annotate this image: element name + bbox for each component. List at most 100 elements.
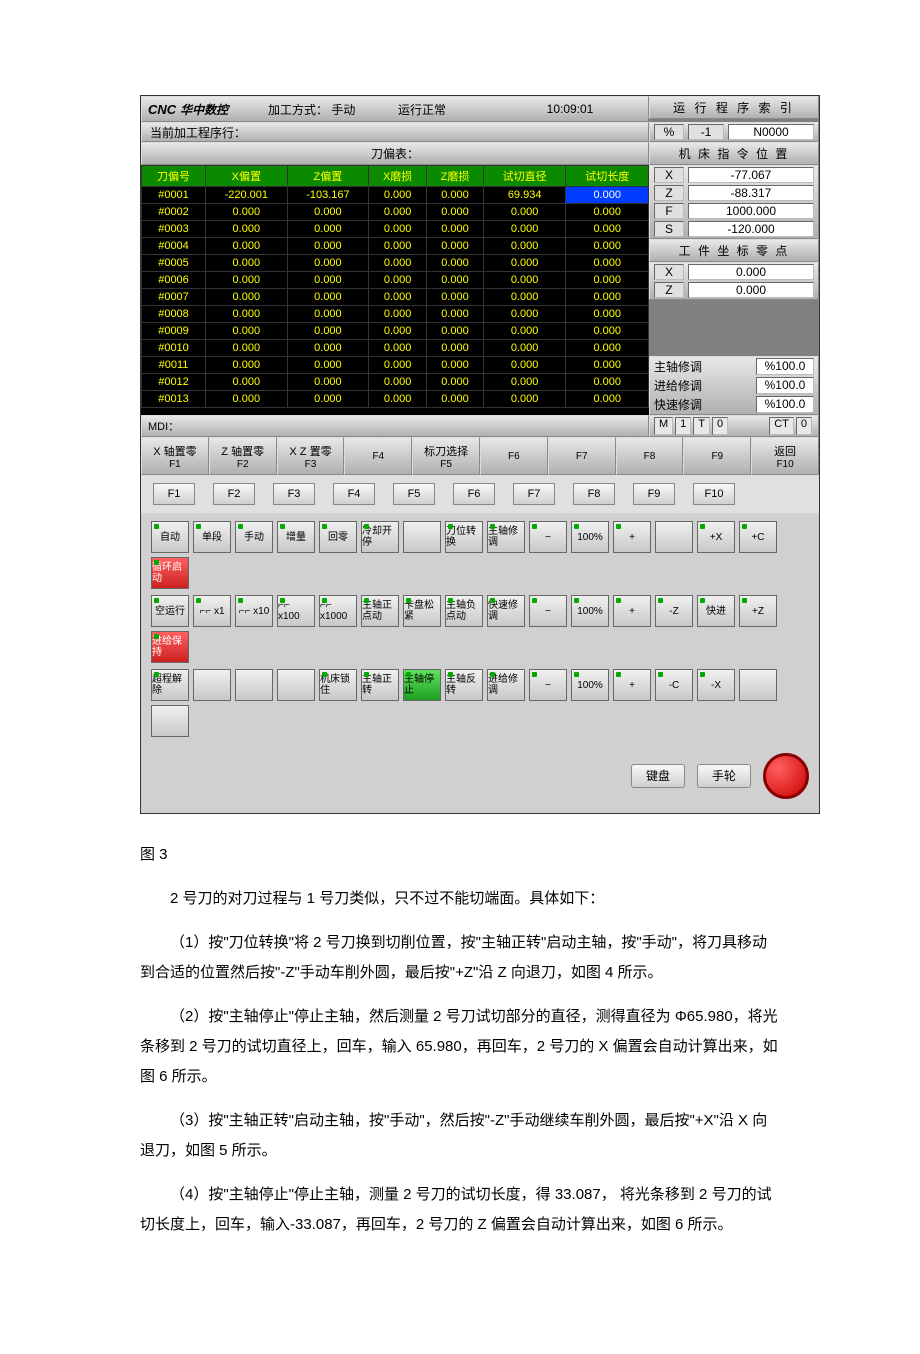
hard-fkey-F8[interactable]: F8: [573, 483, 615, 505]
panel-button[interactable]: 超程解除: [151, 669, 189, 701]
table-cell[interactable]: 0.000: [483, 272, 566, 289]
panel-button[interactable]: +: [613, 669, 651, 701]
handwheel-button[interactable]: 手轮: [697, 764, 751, 788]
table-cell[interactable]: 0.000: [287, 289, 369, 306]
table-cell[interactable]: 0.000: [483, 289, 566, 306]
table-cell[interactable]: 0.000: [287, 255, 369, 272]
table-cell[interactable]: 0.000: [427, 204, 484, 221]
panel-button[interactable]: 主轴正转: [361, 669, 399, 701]
table-cell[interactable]: 0.000: [369, 323, 427, 340]
panel-button[interactable]: ⌐⌐ x1: [193, 595, 231, 627]
panel-button[interactable]: [655, 521, 693, 553]
panel-button[interactable]: 空运行: [151, 595, 189, 627]
panel-button[interactable]: 刀位转换: [445, 521, 483, 553]
table-cell[interactable]: 0.000: [566, 357, 649, 374]
table-row[interactable]: #00050.0000.0000.0000.0000.0000.000: [142, 255, 649, 272]
hard-fkey-F7[interactable]: F7: [513, 483, 555, 505]
table-cell[interactable]: 0.000: [483, 238, 566, 255]
table-cell[interactable]: 0.000: [206, 323, 288, 340]
softkey-F7[interactable]: F7: [548, 437, 616, 475]
table-cell[interactable]: 0.000: [483, 306, 566, 323]
table-cell[interactable]: 0.000: [566, 289, 649, 306]
table-row[interactable]: #00110.0000.0000.0000.0000.0000.000: [142, 357, 649, 374]
estop-button[interactable]: [763, 753, 809, 799]
panel-button[interactable]: 冷却开停: [361, 521, 399, 553]
panel-button[interactable]: 快进: [697, 595, 735, 627]
softkey-F10[interactable]: 返回F10: [751, 437, 819, 475]
softkey-F6[interactable]: F6: [480, 437, 548, 475]
table-cell[interactable]: 0.000: [206, 357, 288, 374]
table-row[interactable]: #00030.0000.0000.0000.0000.0000.000: [142, 221, 649, 238]
table-cell[interactable]: 0.000: [287, 391, 369, 408]
table-cell[interactable]: #0013: [142, 391, 206, 408]
table-cell[interactable]: 0.000: [566, 255, 649, 272]
table-cell[interactable]: 0.000: [369, 340, 427, 357]
table-cell[interactable]: 0.000: [287, 374, 369, 391]
panel-button[interactable]: -C: [655, 669, 693, 701]
panel-button[interactable]: 主轴正点动: [361, 595, 399, 627]
table-cell[interactable]: 0.000: [369, 357, 427, 374]
panel-button[interactable]: 机床锁住: [319, 669, 357, 701]
table-cell[interactable]: 0.000: [287, 272, 369, 289]
softkey-F9[interactable]: F9: [683, 437, 751, 475]
panel-button[interactable]: 自动: [151, 521, 189, 553]
hard-fkey-F5[interactable]: F5: [393, 483, 435, 505]
panel-button[interactable]: +Z: [739, 595, 777, 627]
table-cell[interactable]: 0.000: [287, 306, 369, 323]
table-cell[interactable]: 0.000: [427, 374, 484, 391]
table-cell[interactable]: 0.000: [287, 340, 369, 357]
keyboard-button[interactable]: 键盘: [631, 764, 685, 788]
table-cell[interactable]: 0.000: [483, 255, 566, 272]
panel-button[interactable]: 主轴停止: [403, 669, 441, 701]
table-cell[interactable]: 0.000: [566, 204, 649, 221]
table-cell[interactable]: 0.000: [369, 187, 427, 204]
table-cell[interactable]: #0007: [142, 289, 206, 306]
table-cell[interactable]: 0.000: [369, 306, 427, 323]
panel-button[interactable]: 主轴反转: [445, 669, 483, 701]
hard-fkey-F3[interactable]: F3: [273, 483, 315, 505]
panel-button[interactable]: ⌐⌐ x10: [235, 595, 273, 627]
panel-button[interactable]: 主轴负点动: [445, 595, 483, 627]
table-cell[interactable]: -220.001: [206, 187, 288, 204]
panel-button[interactable]: −: [529, 521, 567, 553]
table-cell[interactable]: 0.000: [287, 323, 369, 340]
table-cell[interactable]: 0.000: [427, 187, 484, 204]
table-row[interactable]: #00040.0000.0000.0000.0000.0000.000: [142, 238, 649, 255]
table-cell[interactable]: 0.000: [206, 255, 288, 272]
panel-button[interactable]: 100%: [571, 669, 609, 701]
panel-button[interactable]: 卡盘松紧: [403, 595, 441, 627]
table-cell[interactable]: 0.000: [369, 238, 427, 255]
table-cell[interactable]: 0.000: [287, 221, 369, 238]
table-cell[interactable]: 0.000: [483, 357, 566, 374]
panel-button[interactable]: [235, 669, 273, 701]
panel-button[interactable]: 100%: [571, 595, 609, 627]
table-cell[interactable]: 0.000: [206, 238, 288, 255]
table-cell[interactable]: #0010: [142, 340, 206, 357]
panel-button[interactable]: 100%: [571, 521, 609, 553]
table-row[interactable]: #00120.0000.0000.0000.0000.0000.000: [142, 374, 649, 391]
table-row[interactable]: #00090.0000.0000.0000.0000.0000.000: [142, 323, 649, 340]
table-cell[interactable]: 0.000: [483, 221, 566, 238]
table-cell[interactable]: 0.000: [483, 374, 566, 391]
table-cell[interactable]: 0.000: [369, 391, 427, 408]
table-cell[interactable]: 0.000: [566, 187, 649, 204]
table-cell[interactable]: #0011: [142, 357, 206, 374]
hard-fkey-F2[interactable]: F2: [213, 483, 255, 505]
panel-button[interactable]: -X: [697, 669, 735, 701]
table-cell[interactable]: 0.000: [287, 357, 369, 374]
panel-button[interactable]: 主轴修调: [487, 521, 525, 553]
table-row[interactable]: #00080.0000.0000.0000.0000.0000.000: [142, 306, 649, 323]
panel-button[interactable]: −: [529, 669, 567, 701]
table-cell[interactable]: 0.000: [287, 204, 369, 221]
table-cell[interactable]: 0.000: [369, 204, 427, 221]
hard-fkey-F9[interactable]: F9: [633, 483, 675, 505]
table-cell[interactable]: 0.000: [427, 391, 484, 408]
table-cell[interactable]: 0.000: [566, 238, 649, 255]
table-cell[interactable]: 0.000: [427, 238, 484, 255]
table-row[interactable]: #0001-220.001-103.1670.0000.00069.9340.0…: [142, 187, 649, 204]
table-cell[interactable]: 0.000: [483, 391, 566, 408]
table-cell[interactable]: 0.000: [427, 306, 484, 323]
table-cell[interactable]: 0.000: [206, 221, 288, 238]
table-cell[interactable]: #0003: [142, 221, 206, 238]
table-cell[interactable]: #0012: [142, 374, 206, 391]
